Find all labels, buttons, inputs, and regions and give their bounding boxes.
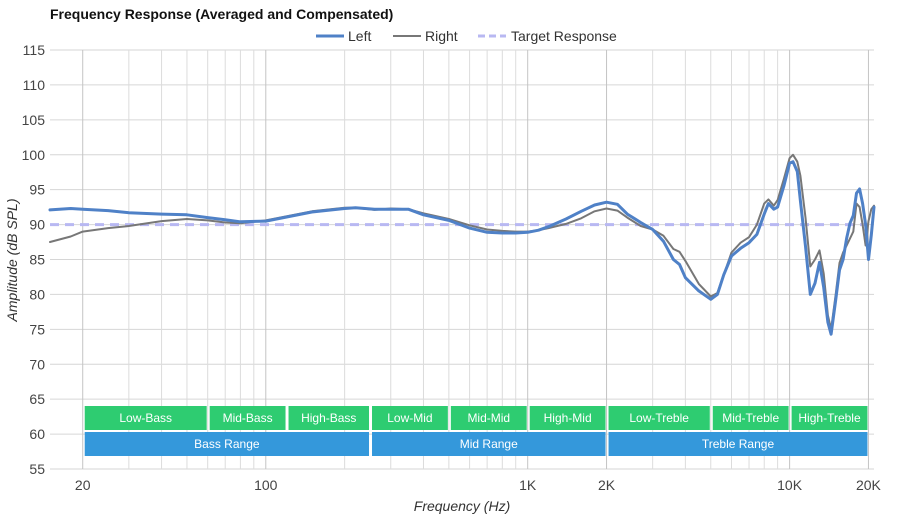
band-low-treble	[608, 406, 710, 430]
band-low-mid	[372, 406, 448, 430]
x-tick-label-20: 20	[75, 477, 91, 493]
legend: Left Right Target Response	[316, 28, 617, 44]
band-label-mid-bass: Mid-Bass	[223, 411, 273, 425]
legend-label-right: Right	[425, 28, 458, 44]
y-axis-label: Amplitude (dB SPL)	[4, 199, 20, 323]
y-tick-label-115: 115	[23, 42, 46, 58]
band-high-bass	[288, 406, 370, 430]
range-band-label-mid-range: Mid Range	[460, 437, 518, 451]
chart-title: Frequency Response (Averaged and Compens…	[50, 6, 393, 22]
series-lines	[48, 153, 876, 336]
range-band-mid-range	[372, 432, 606, 456]
y-tick-label-70: 70	[29, 356, 45, 372]
band-label-high-treble: High-Treble	[798, 411, 861, 425]
y-tick-label-55: 55	[29, 461, 45, 477]
y-tick-label-95: 95	[29, 182, 45, 198]
legend-item-target-response[interactable]: Target Response	[478, 28, 617, 44]
band-label-low-mid: Low-Mid	[387, 411, 432, 425]
band-label-mid-treble: Mid-Treble	[722, 411, 779, 425]
y-tick-label-100: 100	[22, 147, 46, 163]
band-label-high-bass: High-Bass	[301, 411, 356, 425]
y-tick-label-60: 60	[29, 426, 45, 442]
legend-label-target-response: Target Response	[511, 28, 617, 44]
y-tick-label-90: 90	[29, 217, 45, 233]
x-tick-label-20k: 20K	[856, 477, 882, 493]
band-mid-bass	[209, 406, 286, 430]
y-tick-label-65: 65	[29, 391, 45, 407]
y-axis-ticks: 55 60 65 70 75 80 85 90 95 100 105 110 115	[22, 42, 46, 477]
band-high-treble	[791, 406, 868, 430]
y-tick-label-85: 85	[29, 252, 45, 268]
x-axis-label: Frequency (Hz)	[414, 498, 510, 514]
grid	[50, 49, 874, 470]
band-label-high-mid: High-Mid	[544, 411, 592, 425]
x-axis-ticks: 20 100 1K 2K 10K 20K	[75, 477, 882, 493]
legend-item-right[interactable]: Right	[393, 28, 458, 44]
x-tick-label-10k: 10K	[777, 477, 803, 493]
y-tick-label-80: 80	[29, 286, 45, 302]
legend-item-left[interactable]: Left	[316, 28, 371, 44]
range-band-bass-range	[84, 432, 370, 456]
legend-label-left: Left	[348, 28, 371, 44]
x-tick-label-2k: 2K	[598, 477, 616, 493]
x-tick-label-100: 100	[254, 477, 278, 493]
band-mid-treble	[712, 406, 789, 430]
x-tick-label-1k: 1K	[519, 477, 537, 493]
band-label-low-bass: Low-Bass	[119, 411, 172, 425]
y-tick-label-110: 110	[23, 77, 46, 93]
band-label-mid-mid: Mid-Mid	[467, 411, 510, 425]
frequency-bands: Low-Bass Mid-Bass High-Bass Low-Mid Mid-Mid H…	[84, 406, 868, 456]
band-high-mid	[529, 406, 606, 430]
y-tick-label-105: 105	[22, 112, 46, 128]
series-line-left	[48, 160, 876, 336]
band-mid-mid	[450, 406, 527, 430]
range-band-label-bass-range: Bass Range	[194, 437, 260, 451]
range-band-label-treble-range: Treble Range	[702, 437, 775, 451]
y-tick-label-75: 75	[29, 321, 45, 337]
range-band-treble-range	[608, 432, 868, 456]
band-label-low-treble: Low-Treble	[629, 411, 689, 425]
band-low-bass	[84, 406, 207, 430]
